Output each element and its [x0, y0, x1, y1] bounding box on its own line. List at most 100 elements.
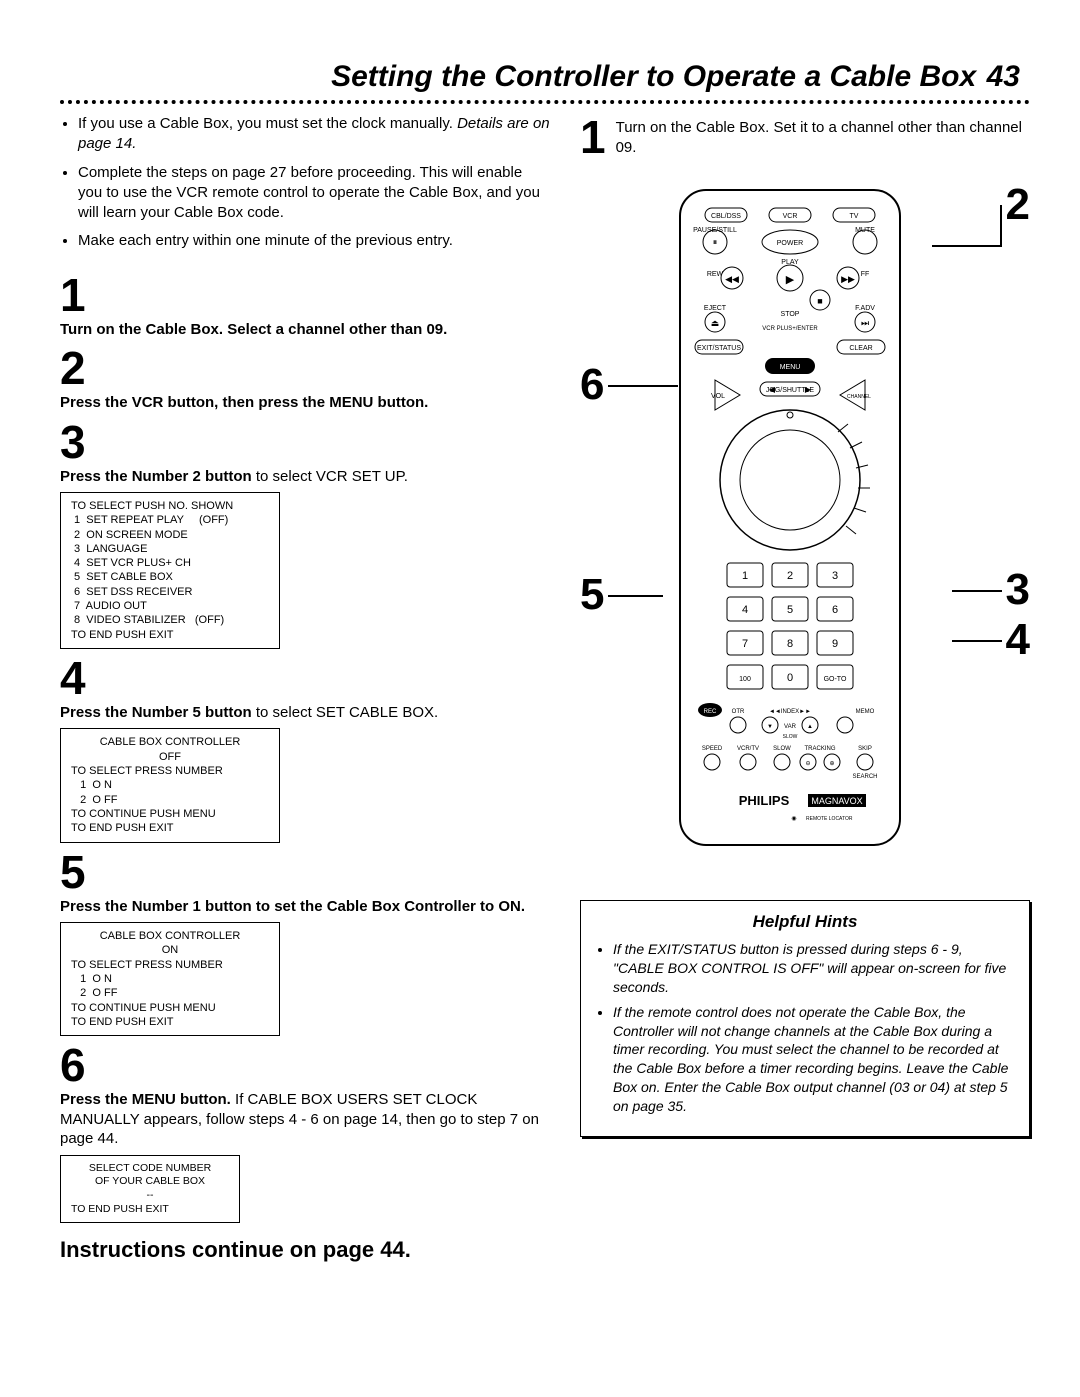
svg-text:F.ADV: F.ADV: [855, 305, 875, 312]
step-text-2: Press the VCR button, then press the MEN…: [60, 393, 550, 413]
callout-2: 2: [1006, 180, 1030, 230]
step-number-3: 3: [60, 419, 550, 465]
svg-text:GO-TO: GO-TO: [824, 676, 847, 683]
svg-text:TV: TV: [850, 213, 859, 220]
right-step1-num: 1: [580, 114, 606, 160]
page-title: Setting the Controller to Operate a Cabl…: [331, 60, 976, 93]
step-number-4: 4: [60, 655, 550, 701]
svg-text:⊕: ⊕: [829, 761, 834, 767]
svg-text:▼: ▼: [767, 724, 773, 730]
svg-text:REC: REC: [704, 709, 717, 715]
step-number-5: 5: [60, 849, 550, 895]
svg-text:⏭: ⏭: [861, 318, 869, 328]
continue-text: Instructions continue on page 44.: [60, 1237, 550, 1263]
svg-text:SLOW: SLOW: [773, 746, 791, 752]
step-number-2: 2: [60, 345, 550, 391]
right-step1-text: Turn on the Cable Box. Set it to a chann…: [616, 114, 1030, 160]
svg-text:◀◀: ◀◀: [725, 274, 739, 284]
svg-text:◄◄INDEX►►: ◄◄INDEX►►: [769, 709, 811, 715]
step-text-5: Press the Number 1 button to set the Cab…: [60, 897, 550, 917]
intro-item: If you use a Cable Box, you must set the…: [78, 114, 550, 155]
svg-text:MEMO: MEMO: [856, 709, 875, 715]
hints-item: If the EXIT/STATUS button is pressed dur…: [613, 940, 1015, 997]
callout-5: 5: [580, 570, 604, 620]
svg-text:EJECT: EJECT: [704, 305, 727, 312]
svg-text:◉: ◉: [791, 816, 796, 822]
intro-item: Complete the steps on page 27 before pro…: [78, 163, 550, 224]
callout-4: 4: [1006, 615, 1030, 665]
step-text-6: Press the MENU button. If CABLE BOX USER…: [60, 1090, 550, 1149]
svg-text:VCR PLUS+/ENTER: VCR PLUS+/ENTER: [762, 326, 818, 332]
step-text-3: Press the Number 2 button to select VCR …: [60, 467, 550, 487]
svg-text:MUTE: MUTE: [855, 227, 875, 234]
step-text-1: Turn on the Cable Box. Select a channel …: [60, 320, 550, 340]
svg-text:MENU: MENU: [780, 364, 801, 371]
svg-text:3: 3: [832, 570, 838, 582]
hints-title: Helpful Hints: [595, 911, 1015, 934]
svg-text:▶▶: ▶▶: [841, 274, 855, 284]
svg-text:EXIT/STATUS: EXIT/STATUS: [697, 345, 741, 352]
step-number-1: 1: [60, 272, 550, 318]
right-step-1: 1 Turn on the Cable Box. Set it to a cha…: [580, 114, 1030, 160]
svg-text:8: 8: [787, 638, 793, 650]
svg-text:100: 100: [739, 676, 751, 683]
hints-item: If the remote control does not operate t…: [613, 1003, 1015, 1116]
svg-text:⏏: ⏏: [711, 318, 720, 328]
svg-text:6: 6: [832, 604, 838, 616]
svg-text:CHANNEL: CHANNEL: [847, 394, 871, 400]
svg-text:⊖: ⊖: [805, 761, 810, 767]
svg-text:▲: ▲: [807, 724, 813, 730]
svg-text:2: 2: [787, 570, 793, 582]
svg-text:MAGNAVOX: MAGNAVOX: [811, 796, 862, 806]
svg-text:SEARCH: SEARCH: [852, 774, 877, 780]
screen-vcr-setup: TO SELECT PUSH NO. SHOWN 1 SET REPEAT PL…: [60, 492, 280, 649]
hints-list: If the EXIT/STATUS button is pressed dur…: [613, 940, 1015, 1116]
svg-text:SPEED: SPEED: [702, 746, 723, 752]
svg-text:VOL: VOL: [711, 393, 725, 400]
svg-text:◀: ◀: [769, 385, 776, 394]
callout-6: 6: [580, 360, 604, 410]
svg-text:VCR/TV: VCR/TV: [737, 746, 759, 752]
screen-cablebox-on: CABLE BOX CONTROLLERONTO SELECT PRESS NU…: [60, 922, 280, 1036]
right-column: 1 Turn on the Cable Box. Set it to a cha…: [580, 114, 1030, 1263]
svg-text:VCR: VCR: [783, 213, 798, 220]
page-header: Setting the Controller to Operate a Cabl…: [60, 60, 1030, 94]
svg-text:■: ■: [817, 296, 822, 306]
svg-text:TRACKING: TRACKING: [804, 746, 835, 752]
svg-text:7: 7: [742, 638, 748, 650]
svg-text:SLOW: SLOW: [783, 734, 798, 740]
svg-text:0: 0: [787, 672, 793, 684]
callout-3: 3: [1006, 565, 1030, 615]
svg-text:VAR: VAR: [784, 724, 797, 730]
svg-text:CLEAR: CLEAR: [849, 345, 872, 352]
hints-box: Helpful Hints If the EXIT/STATUS button …: [580, 900, 1030, 1137]
svg-text:⏸: ⏸: [713, 237, 718, 247]
svg-text:STOP: STOP: [781, 311, 800, 318]
svg-text:▶: ▶: [786, 274, 795, 286]
svg-text:FF: FF: [861, 271, 870, 278]
divider: [60, 100, 1030, 104]
left-column: If you use a Cable Box, you must set the…: [60, 114, 550, 1263]
svg-text:PHILIPS: PHILIPS: [739, 793, 790, 808]
svg-text:5: 5: [787, 604, 793, 616]
intro-item: Make each entry within one minute of the…: [78, 231, 550, 251]
svg-text:SKIP: SKIP: [858, 746, 872, 752]
svg-text:1: 1: [742, 570, 748, 582]
screen-cablebox-off: CABLE BOX CONTROLLEROFFTO SELECT PRESS N…: [60, 728, 280, 842]
page-number: 43: [987, 60, 1020, 93]
svg-text:4: 4: [742, 604, 748, 616]
step-number-6: 6: [60, 1042, 550, 1088]
remote-diagram: 2 6 5 3 4 CBL/DSS VCR TV: [580, 170, 1030, 870]
intro-text: If you use a Cable Box, you must set the…: [78, 115, 457, 132]
screen-select-code: SELECT CODE NUMBEROF YOUR CABLE BOX--TO …: [60, 1155, 240, 1224]
intro-list: If you use a Cable Box, you must set the…: [60, 114, 550, 252]
svg-text:POWER: POWER: [777, 240, 803, 247]
svg-text:PAUSE/STILL: PAUSE/STILL: [693, 227, 737, 234]
svg-text:▶: ▶: [805, 385, 812, 394]
remote-icon: CBL/DSS VCR TV PAUSE/STILL ⏸ POWER MUTE P…: [660, 180, 920, 860]
svg-text:9: 9: [832, 638, 838, 650]
step-text-4: Press the Number 5 button to select SET …: [60, 703, 550, 723]
svg-text:CBL/DSS: CBL/DSS: [711, 213, 741, 220]
svg-text:OTR: OTR: [732, 709, 745, 715]
svg-text:REMOTE LOCATOR: REMOTE LOCATOR: [806, 816, 853, 822]
